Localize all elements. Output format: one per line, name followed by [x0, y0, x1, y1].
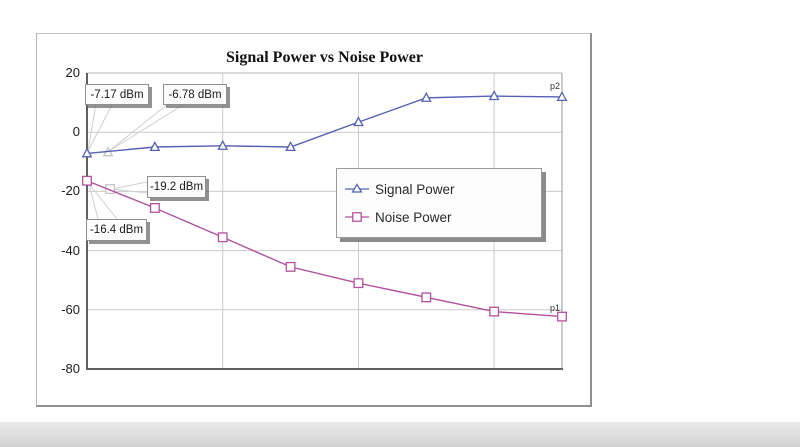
data-point-marker [420, 91, 432, 102]
chart-title: Signal Power vs Noise Power [225, 49, 423, 66]
y-axis-tick-label: -20 [61, 183, 80, 199]
legend-item-label: Noise Power [375, 209, 452, 225]
legend-item-signal: Signal Power [345, 182, 541, 197]
data-point-marker [421, 292, 432, 303]
signal-power-trace [86, 95, 563, 155]
legend-item-label: Signal Power [375, 181, 455, 197]
data-point-marker [353, 116, 364, 127]
marker-readout-callout: -7.17 dBm [85, 84, 149, 105]
data-point-marker [82, 175, 92, 186]
data-point-marker [488, 90, 500, 101]
data-point-marker [556, 91, 568, 102]
data-point-marker [217, 232, 228, 243]
data-point-marker [81, 147, 93, 158]
data-point-marker [149, 203, 160, 213]
data-point-marker [285, 261, 296, 272]
callout-leader-line [87, 102, 97, 152]
callout-leader-line [108, 102, 187, 152]
callout-leader-line [108, 102, 170, 152]
callout-leader-line [88, 183, 99, 220]
marker-readout-callout: -6.78 dBm [163, 84, 227, 105]
legend-noise-marker-icon [345, 212, 369, 222]
data-point-marker [489, 306, 500, 317]
callout-leader-line [111, 181, 148, 190]
callout-leader-line [111, 188, 148, 194]
callout-leader-line [88, 183, 118, 220]
legend-item-noise: Noise Power [345, 210, 541, 225]
marker-readout-callout: -16.4 dBm [86, 219, 147, 241]
y-axis-tick-label: -40 [61, 242, 80, 258]
trace-end-label-p1: p1 [550, 303, 561, 313]
trace-end-label-p2: p2 [550, 81, 561, 91]
callout-leader-line [87, 102, 114, 152]
marker-readout-callout: -19.2 dBm [147, 176, 206, 198]
y-axis-tick-label: -60 [61, 301, 80, 317]
data-point-marker [557, 311, 567, 322]
data-point-marker [217, 139, 229, 150]
cursor-ghost-marker [105, 184, 116, 194]
legend-signal-marker-icon [345, 183, 369, 193]
y-axis-tick-label: 0 [72, 124, 80, 140]
legend: Signal Power Noise Power [336, 168, 542, 238]
data-point-marker [149, 141, 161, 152]
bottom-bar [0, 422, 800, 447]
y-axis-tick-label: 20 [65, 65, 80, 80]
data-point-marker [285, 141, 296, 152]
data-point-marker [353, 278, 364, 289]
noise-power-trace [86, 180, 563, 318]
y-axis-tick-label: -80 [61, 361, 80, 376]
